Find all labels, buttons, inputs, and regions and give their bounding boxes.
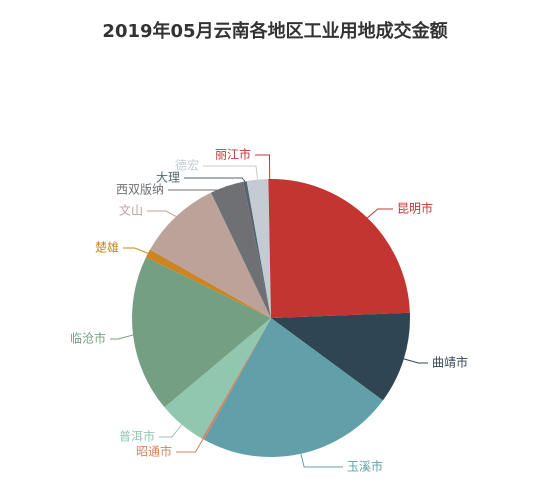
slice-label-2: 曲靖市: [432, 355, 468, 370]
leader-line-6: [110, 334, 134, 340]
pie-slice-12[interactable]: [268, 178, 271, 318]
chart-title: 2019年05月云南各地区工业用地成交金额: [102, 21, 448, 42]
leader-line-12: [255, 154, 271, 180]
leader-line-11: [203, 165, 258, 180]
slice-label-12: 丽江市: [215, 147, 251, 162]
pie-slice-1[interactable]: [271, 179, 410, 318]
slice-label-11: 德宏: [175, 158, 199, 173]
leader-line-4: [176, 438, 204, 453]
leader-line-7: [123, 247, 149, 254]
slice-label-6: 临沧市: [70, 331, 106, 346]
pie-slice-5[interactable]: [164, 318, 271, 439]
leader-line-3: [300, 453, 343, 468]
pie-slice-8[interactable]: [150, 192, 271, 318]
pie-slice-7[interactable]: [145, 249, 271, 318]
slice-label-3: 玉溪市: [347, 459, 383, 474]
pie-slice-6[interactable]: [131, 257, 271, 408]
slice-label-4: 昭通市: [136, 444, 172, 459]
leader-line-8: [147, 210, 177, 217]
slice-label-10: 大理: [156, 171, 180, 185]
slice-label-9: 西双版纳: [116, 183, 164, 197]
leader-line-5: [159, 424, 183, 438]
pie-slice-9[interactable]: [211, 181, 271, 318]
leader-line-2: [403, 358, 428, 364]
leader-line-10: [184, 177, 246, 182]
leader-line-9: [168, 185, 228, 191]
slice-label-5: 普洱市: [119, 429, 155, 444]
slice-label-8: 文山: [119, 203, 143, 218]
label-leader-lines: [110, 154, 428, 468]
pie-slice-2[interactable]: [271, 312, 410, 401]
pie-slice-10[interactable]: [243, 181, 271, 318]
pie-slices: [131, 178, 410, 458]
pie-slice-4[interactable]: [201, 318, 271, 440]
slice-label-7: 楚雄: [95, 240, 119, 255]
slice-label-1: 昆明市: [397, 201, 433, 216]
pie-slice-3[interactable]: [204, 318, 383, 458]
pie-slice-11[interactable]: [246, 179, 271, 318]
leader-line-1: [367, 208, 393, 219]
